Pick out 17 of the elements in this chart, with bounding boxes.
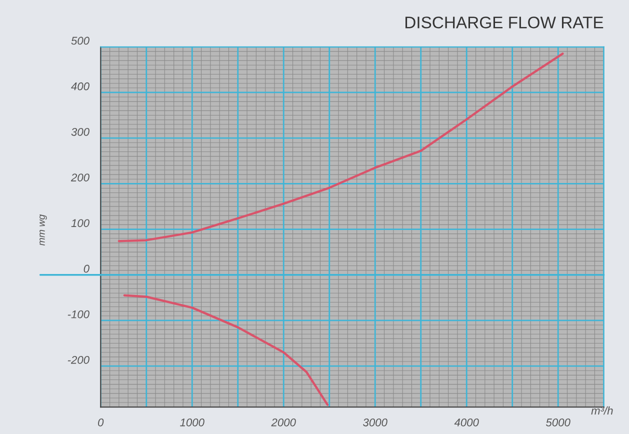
x-tick-label: 4000 — [454, 418, 479, 426]
y-tick-label: 100 — [71, 219, 90, 228]
y-tick-label: -200 — [68, 356, 90, 364]
y-tick-label: 400 — [71, 82, 90, 90]
x-axis-title: m³/h — [591, 406, 613, 415]
x-tick-label: 2000 — [271, 418, 296, 426]
y-tick-label: 300 — [71, 128, 90, 136]
x-tick-label: 3000 — [363, 418, 388, 426]
y-axis-title: mm wg — [40, 214, 47, 246]
x-tick-label: 0 — [98, 418, 104, 426]
x-tick-label: 1000 — [180, 418, 204, 426]
y-tick-label: 0 — [84, 264, 90, 273]
x-tick-label: 5000 — [546, 418, 570, 426]
y-tick-label: 200 — [70, 174, 90, 182]
y-tick-label: -100 — [68, 310, 90, 318]
y-tick-label: 500 — [71, 36, 90, 45]
chart-title: DISCHARGE FLOW RATE — [405, 16, 604, 28]
